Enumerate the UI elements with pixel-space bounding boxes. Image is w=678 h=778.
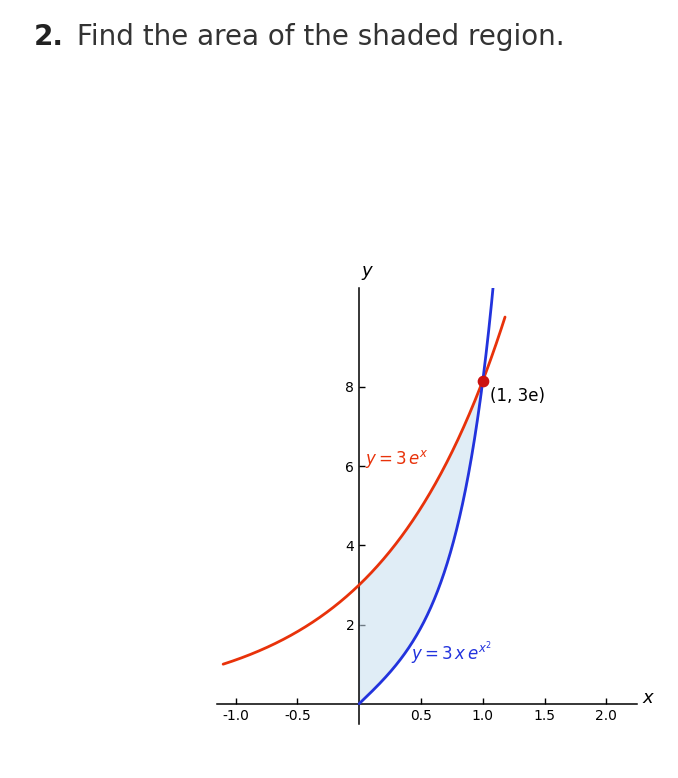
Text: x: x (642, 689, 653, 706)
Point (477, 374, 488, 387)
Text: 2.: 2. (34, 23, 64, 51)
Text: Find the area of the shaded region.: Find the area of the shaded region. (68, 23, 564, 51)
Text: $y = 3\,e^x$: $y = 3\,e^x$ (365, 448, 429, 470)
Text: (1, 3e): (1, 3e) (490, 387, 545, 405)
Text: y: y (361, 262, 372, 280)
Text: $y = 3\,x\,e^{x^2}$: $y = 3\,x\,e^{x^2}$ (411, 640, 492, 667)
